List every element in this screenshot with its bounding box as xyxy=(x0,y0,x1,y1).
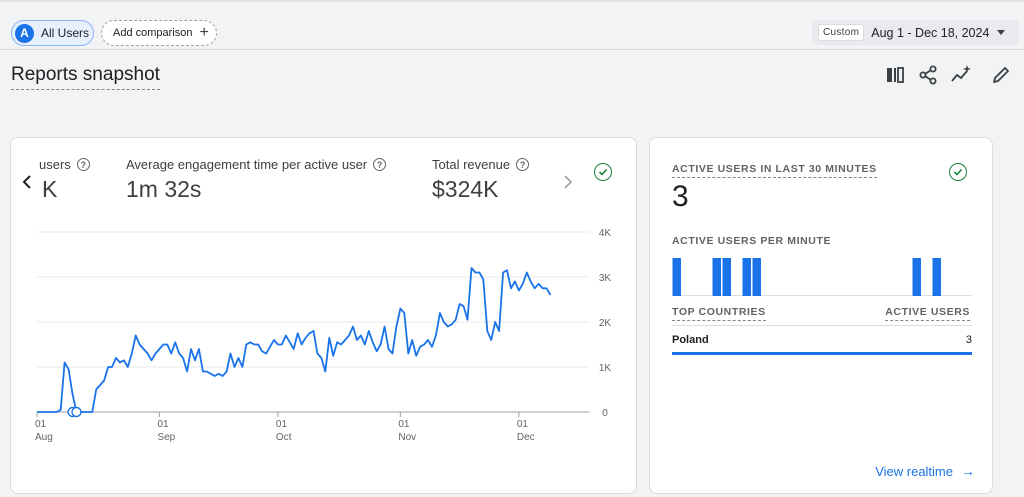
minute-bar[interactable] xyxy=(932,258,942,296)
top-border xyxy=(0,0,1024,2)
minute-bar[interactable] xyxy=(722,258,732,296)
y-tick-label: 4K xyxy=(599,228,612,239)
date-range-text: Aug 1 - Dec 18, 2024 xyxy=(871,25,990,40)
realtime-card: ACTIVE USERS IN LAST 30 MINUTES 3 ACTIVE… xyxy=(649,137,993,494)
header-divider xyxy=(0,49,1024,50)
segment-label: All Users xyxy=(41,26,90,40)
minute-bar[interactable] xyxy=(742,258,752,296)
edit-icon[interactable] xyxy=(990,64,1012,86)
annotation-marker xyxy=(71,406,82,418)
metrics-card: users ? K Average engagement time per ac… xyxy=(10,137,637,494)
minute-bar[interactable] xyxy=(672,258,682,296)
users-line-chart: 4K 3K 2K 1K 0 01 Aug 01 Sep 01 Oct 01 Nov 01 Dec xyxy=(35,228,612,443)
caret-down-icon xyxy=(997,30,1005,35)
per-minute-label: ACTIVE USERS PER MINUTE xyxy=(672,235,832,247)
metric-label-revenue: Total revenue ? xyxy=(432,157,530,172)
y-tick-label: 1K xyxy=(599,363,612,374)
top-countries-header: TOP COUNTRIES xyxy=(672,306,766,321)
y-tick-label: 2K xyxy=(599,318,612,329)
segment-chip-all-users[interactable]: A All Users xyxy=(11,20,94,46)
help-icon[interactable]: ? xyxy=(373,158,387,171)
compare-icon[interactable] xyxy=(884,64,906,86)
metric-label-engagement: Average engagement time per active user … xyxy=(126,157,387,172)
series-line xyxy=(37,267,552,413)
y-tick-label: 3K xyxy=(599,273,612,284)
realtime-title: ACTIVE USERS IN LAST 30 MINUTES xyxy=(672,163,877,178)
arrow-right-icon: → xyxy=(961,463,975,479)
date-range-picker[interactable]: Custom Aug 1 - Dec 18, 2024 xyxy=(812,20,1019,45)
country-row[interactable]: Poland 3 xyxy=(672,325,972,355)
x-tick-day: 01 xyxy=(398,419,410,430)
x-tick-month: Sep xyxy=(157,432,175,443)
minute-bar[interactable] xyxy=(912,258,922,296)
y-tick-label: 0 xyxy=(602,408,608,419)
x-tick-day: 01 xyxy=(517,419,529,430)
plus-icon: + xyxy=(199,24,209,41)
x-tick-day: 01 xyxy=(35,419,47,430)
add-comparison-label: Add comparison xyxy=(113,27,193,39)
minute-bar[interactable] xyxy=(752,258,762,296)
view-realtime-label: View realtime xyxy=(875,463,953,479)
date-mode-badge: Custom xyxy=(818,24,865,41)
x-tick-month: Dec xyxy=(517,432,535,443)
report-toolbar xyxy=(882,64,1014,86)
per-minute-bar-chart xyxy=(672,258,972,296)
metric-value-engagement: 1m 32s xyxy=(126,176,202,202)
x-tick-month: Oct xyxy=(276,432,292,443)
x-tick-month: Nov xyxy=(398,432,416,443)
check-circle-icon xyxy=(949,163,967,181)
metric-value-revenue: $324K xyxy=(432,176,499,202)
country-share-bar xyxy=(672,352,972,355)
check-circle-icon xyxy=(594,163,612,181)
x-tick-month: Aug xyxy=(35,432,53,443)
x-tick-day: 01 xyxy=(276,419,288,430)
realtime-value: 3 xyxy=(672,180,689,213)
x-tick-day: 01 xyxy=(157,419,169,430)
chevron-right-icon[interactable] xyxy=(562,174,574,195)
metric-label-users: users ? xyxy=(31,157,90,172)
page-title: Reports snapshot xyxy=(11,64,160,90)
minute-bar[interactable] xyxy=(712,258,722,296)
country-count: 3 xyxy=(965,334,972,346)
chevron-left-icon[interactable] xyxy=(21,174,33,195)
country-name: Poland xyxy=(672,334,709,346)
segment-avatar: A xyxy=(15,23,34,43)
help-icon[interactable]: ? xyxy=(516,158,530,171)
filter-bar: A All Users Add comparison + Custom Aug … xyxy=(0,17,1024,49)
insights-icon[interactable] xyxy=(950,64,972,86)
view-realtime-link[interactable]: View realtime → xyxy=(875,463,975,479)
help-icon[interactable]: ? xyxy=(76,158,90,171)
share-icon[interactable] xyxy=(917,64,939,86)
metric-value-users: K xyxy=(42,176,58,202)
active-users-header: ACTIVE USERS xyxy=(885,306,970,321)
add-comparison-button[interactable]: Add comparison + xyxy=(101,20,217,46)
